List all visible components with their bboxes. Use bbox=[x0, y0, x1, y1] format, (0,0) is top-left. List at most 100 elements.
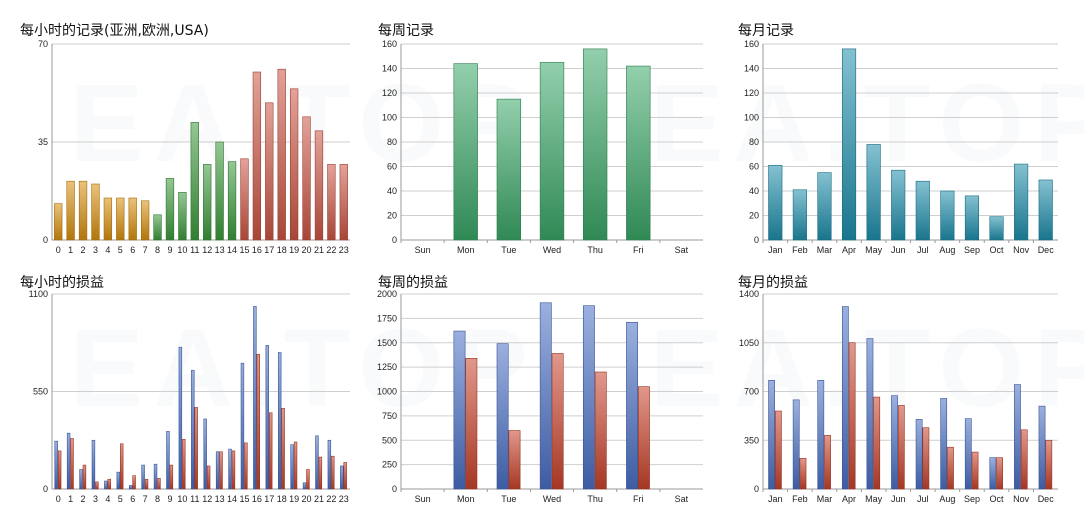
x-tick-label: 0 bbox=[56, 245, 61, 255]
x-tick-label: Tue bbox=[501, 245, 516, 255]
x-tick-label: 15 bbox=[239, 494, 249, 504]
y-tick-label: 2000 bbox=[377, 289, 397, 299]
bar bbox=[240, 158, 249, 241]
bar bbox=[866, 144, 881, 241]
x-tick-label: 20 bbox=[302, 494, 312, 504]
x-tick-label: Nov bbox=[1013, 245, 1030, 255]
bar bbox=[866, 338, 874, 490]
y-tick-label: 20 bbox=[387, 211, 397, 221]
bar bbox=[915, 180, 930, 241]
bar bbox=[289, 88, 299, 241]
bar bbox=[768, 380, 775, 490]
y-tick-label: 35 bbox=[38, 137, 48, 147]
x-tick-label: Jan bbox=[768, 494, 783, 504]
y-tick-label: 1250 bbox=[377, 362, 397, 372]
bar bbox=[551, 353, 564, 490]
bar bbox=[253, 306, 257, 490]
weekly-profit-chart: 每周的损益 0 250 500 750 1000 1250 1500 1750 2000 Sun Mo… bbox=[377, 272, 708, 517]
y-tick-label: 70 bbox=[38, 39, 48, 49]
bar bbox=[215, 141, 224, 241]
bar bbox=[841, 48, 857, 241]
y-tick-label: 160 bbox=[382, 39, 397, 49]
x-tick-label: Oct bbox=[990, 245, 1005, 255]
x-tick-label: 22 bbox=[326, 245, 336, 255]
y-tick-label: 60 bbox=[749, 162, 759, 172]
bar bbox=[848, 342, 856, 490]
bar bbox=[873, 396, 881, 490]
x-tick-label: Sun bbox=[415, 494, 431, 504]
x-tick-label: 2 bbox=[81, 494, 86, 504]
monthly-records-chart: 每月记录 0 20 40 60 80 100 120 140 160 Jan Feb Mar Apr May… bbox=[738, 20, 1078, 260]
x-tick-label: 13 bbox=[215, 494, 225, 504]
bar bbox=[327, 439, 332, 490]
x-tick-label: Apr bbox=[842, 245, 856, 255]
bar bbox=[132, 475, 136, 490]
x-tick-label: 3 bbox=[93, 245, 98, 255]
monthly-profit-chart: 每月的损益 0 350 700 1050 1400 Jan Feb Mar Apr May Jun Ju… bbox=[738, 272, 1078, 517]
bar bbox=[191, 369, 195, 490]
x-tick-label: 12 bbox=[202, 494, 212, 504]
x-tick-label: Dec bbox=[1038, 245, 1055, 255]
chart-title: 每小时的损益 bbox=[20, 275, 104, 291]
bar bbox=[637, 386, 650, 490]
bar bbox=[626, 321, 638, 490]
x-tick-label: Tue bbox=[501, 494, 516, 504]
plot-area: 0 20 40 60 80 100 120 140 160 Sun Mon Tue Wed Thu Fri S… bbox=[382, 39, 703, 255]
bar bbox=[277, 68, 286, 241]
bar bbox=[66, 432, 71, 490]
x-tick-label: Jun bbox=[891, 494, 906, 504]
bar bbox=[792, 399, 800, 490]
bar bbox=[582, 48, 608, 241]
bar bbox=[153, 463, 158, 490]
bar bbox=[91, 439, 96, 490]
x-tick-label: 4 bbox=[105, 494, 110, 504]
y-tick-label: 250 bbox=[382, 460, 397, 470]
x-tick-label: May bbox=[865, 245, 883, 255]
bar bbox=[178, 346, 183, 490]
bar bbox=[54, 440, 58, 490]
bar bbox=[70, 438, 74, 490]
x-tick-label: 10 bbox=[177, 245, 187, 255]
bar bbox=[306, 469, 310, 490]
x-tick-label: 10 bbox=[177, 494, 187, 504]
y-tick-label: 0 bbox=[754, 484, 759, 494]
x-tick-label: 19 bbox=[289, 245, 299, 255]
bar bbox=[539, 302, 552, 490]
x-tick-label: 13 bbox=[215, 245, 225, 255]
x-tick-label: 14 bbox=[227, 494, 237, 504]
weekly-records-chart: 每周记录 0 20 40 60 80 100 120 140 160 Sun Mon Tue Wed Thu… bbox=[378, 20, 708, 260]
bar bbox=[157, 478, 161, 490]
bar bbox=[496, 98, 522, 241]
bar bbox=[194, 407, 198, 490]
x-tick-label: Mar bbox=[817, 245, 833, 255]
x-tick-label: 4 bbox=[105, 245, 110, 255]
bar bbox=[268, 412, 273, 490]
bar bbox=[302, 482, 307, 490]
bar bbox=[116, 471, 120, 490]
bar bbox=[314, 130, 324, 241]
bar bbox=[947, 446, 954, 490]
y-tick-label: 80 bbox=[387, 137, 397, 147]
bar bbox=[190, 122, 199, 241]
x-tick-label: Dec bbox=[1038, 494, 1055, 504]
bar bbox=[203, 418, 207, 490]
bar bbox=[897, 405, 905, 490]
bar bbox=[144, 478, 149, 490]
x-tick-label: 5 bbox=[118, 245, 123, 255]
bar bbox=[244, 442, 248, 490]
y-tick-label: 1400 bbox=[739, 289, 759, 299]
bar bbox=[104, 480, 108, 490]
bar bbox=[128, 197, 137, 241]
chart-title: 每小时的记录(亚洲,欧洲,USA) bbox=[20, 23, 209, 39]
x-tick-label: Thu bbox=[587, 245, 603, 255]
x-tick-label: Jun bbox=[891, 245, 906, 255]
bar bbox=[339, 164, 348, 241]
bar bbox=[971, 451, 979, 490]
bar bbox=[1038, 405, 1046, 490]
bar bbox=[940, 190, 955, 241]
y-tick-label: 40 bbox=[749, 186, 759, 196]
bar bbox=[915, 419, 923, 490]
bar bbox=[256, 353, 260, 490]
x-tick-label: Mon bbox=[457, 245, 475, 255]
